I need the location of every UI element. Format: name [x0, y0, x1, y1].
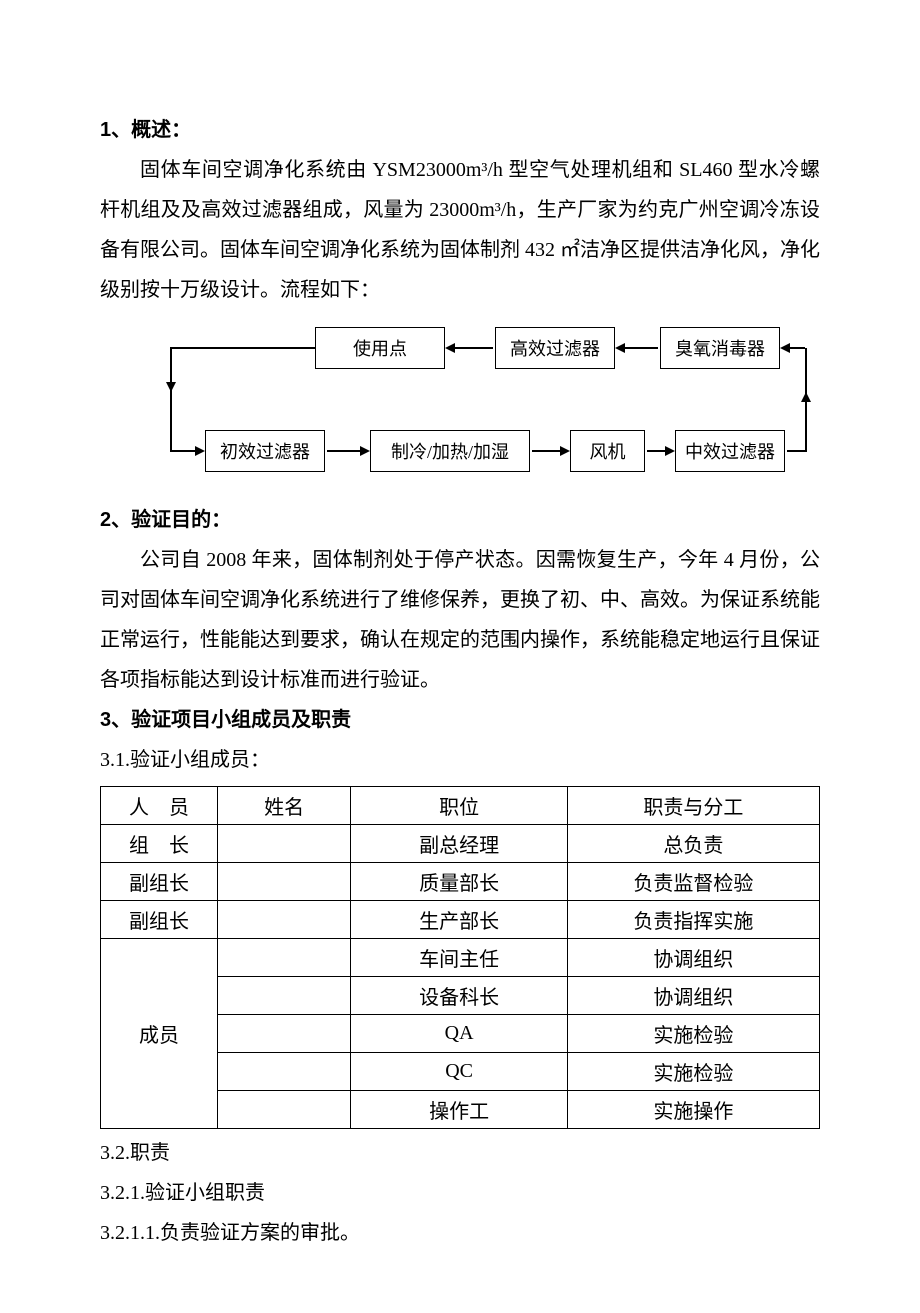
cell-name [217, 977, 350, 1015]
cell-position: 设备科长 [351, 977, 567, 1015]
cell-name [217, 825, 350, 863]
flow-primary-filter: 初效过滤器 [205, 430, 325, 472]
flow-arrow-right-icon [665, 446, 675, 456]
cell-position: QA [351, 1015, 567, 1053]
th-role: 人 员 [101, 787, 218, 825]
cell-position: 生产部长 [351, 901, 567, 939]
cell-role: 组 长 [101, 825, 218, 863]
cell-duty: 实施操作 [567, 1091, 819, 1129]
section2-body: 公司自 2008 年来，固体制剂处于停产状态。因需恢复生产，今年 4 月份，公司… [100, 540, 820, 700]
flow-edge [170, 347, 172, 451]
cell-duty: 协调组织 [567, 939, 819, 977]
section2-heading: 2、验证目的： [100, 500, 820, 540]
flow-medium-filter: 中效过滤器 [675, 430, 785, 472]
cell-position: QC [351, 1053, 567, 1091]
flow-arrow-right-icon [360, 446, 370, 456]
table-row: 组 长 副总经理 总负责 [101, 825, 820, 863]
cell-position: 操作工 [351, 1091, 567, 1129]
flow-arrow-left-icon [615, 343, 625, 353]
cell-name [217, 939, 350, 977]
flow-edge [327, 450, 360, 452]
document-page: 1、概述： 固体车间空调净化系统由 YSM23000m³/h 型空气处理机组和 … [0, 0, 920, 1313]
flow-ozone: 臭氧消毒器 [660, 327, 780, 369]
flow-hepa-filter: 高效过滤器 [495, 327, 615, 369]
th-name: 姓名 [217, 787, 350, 825]
cell-duty: 协调组织 [567, 977, 819, 1015]
th-duty: 职责与分工 [567, 787, 819, 825]
section3-sub2: 3.2.职责 [100, 1133, 820, 1173]
cell-position: 质量部长 [351, 863, 567, 901]
flow-arrow-up-icon [801, 392, 811, 402]
flow-fan: 风机 [570, 430, 645, 472]
flow-arrow-left-icon [445, 343, 455, 353]
cell-name [217, 863, 350, 901]
flow-edge [787, 450, 807, 452]
flow-arrow-right-icon [560, 446, 570, 456]
cell-name [217, 1015, 350, 1053]
flow-arrow-right-icon [195, 446, 205, 456]
table-row: 副组长 质量部长 负责监督检验 [101, 863, 820, 901]
cell-duty: 实施检验 [567, 1015, 819, 1053]
section3-sub3: 3.2.1.验证小组职责 [100, 1173, 820, 1213]
section1-heading: 1、概述： [100, 110, 820, 150]
cell-position: 车间主任 [351, 939, 567, 977]
section3-heading: 3、验证项目小组成员及职责 [100, 700, 820, 740]
cell-name [217, 1053, 350, 1091]
th-position: 职位 [351, 787, 567, 825]
flow-edge [170, 450, 195, 452]
cell-duty: 实施检验 [567, 1053, 819, 1091]
flow-use-point: 使用点 [315, 327, 445, 369]
cell-duty: 总负责 [567, 825, 819, 863]
cell-role-members: 成员 [101, 939, 218, 1129]
cell-duty: 负责指挥实施 [567, 901, 819, 939]
cell-duty: 负责监督检验 [567, 863, 819, 901]
section3-sub1: 3.1.验证小组成员： [100, 740, 820, 780]
cell-name [217, 901, 350, 939]
cell-position: 副总经理 [351, 825, 567, 863]
cell-role: 副组长 [101, 863, 218, 901]
section1-body: 固体车间空调净化系统由 YSM23000m³/h 型空气处理机组和 SL460 … [100, 150, 820, 310]
table-header-row: 人 员 姓名 职位 职责与分工 [101, 787, 820, 825]
flow-edge [532, 450, 560, 452]
section3-sub4: 3.2.1.1.负责验证方案的审批。 [100, 1213, 820, 1253]
team-table: 人 员 姓名 职位 职责与分工 组 长 副总经理 总负责 副组长 质量部长 负责… [100, 786, 820, 1129]
flow-arrow-down-icon [166, 382, 176, 392]
flow-edge [647, 450, 665, 452]
cell-role: 副组长 [101, 901, 218, 939]
flow-treatment: 制冷/加热/加湿 [370, 430, 530, 472]
table-row: 成员 车间主任 协调组织 [101, 939, 820, 977]
flow-edge [170, 347, 315, 349]
flowchart: 使用点 高效过滤器 臭氧消毒器 初效过滤器 制冷/加热/加湿 风机 中效过滤器 [100, 322, 820, 482]
flow-arrow-left-icon [780, 343, 790, 353]
cell-name [217, 1091, 350, 1129]
table-row: 副组长 生产部长 负责指挥实施 [101, 901, 820, 939]
